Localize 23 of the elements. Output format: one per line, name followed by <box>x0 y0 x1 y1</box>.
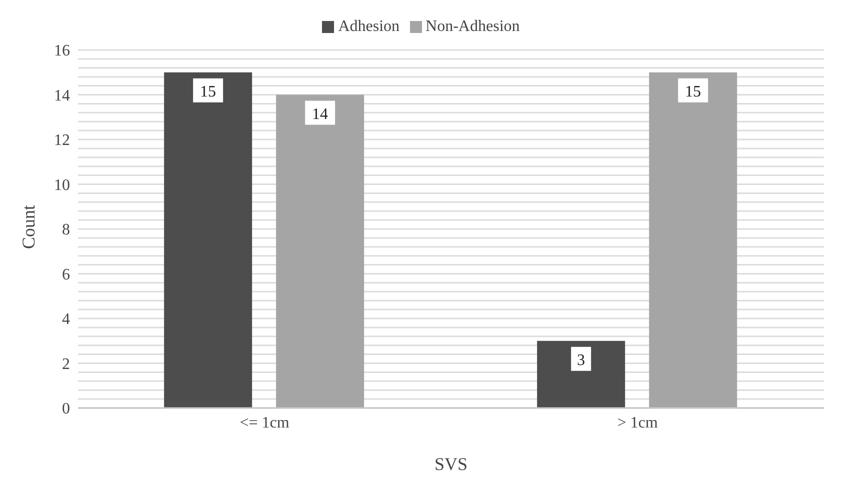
data-label: 3 <box>577 352 586 369</box>
y-tick-label: 2 <box>62 356 70 373</box>
y-tick-label: 6 <box>62 266 70 284</box>
y-axis-title: Count <box>18 204 38 249</box>
y-tick-label: 4 <box>62 311 70 328</box>
data-label: 15 <box>200 83 216 100</box>
data-label: 14 <box>312 106 328 123</box>
legend-label: Adhesion <box>338 18 400 35</box>
y-tick-label: 10 <box>54 176 70 194</box>
bar <box>649 72 738 408</box>
bar <box>164 72 252 408</box>
y-tick-label: 12 <box>54 132 70 150</box>
x-tick-label: > 1cm <box>617 414 658 432</box>
x-axis-title: SVS <box>434 454 468 474</box>
y-tick-label: 8 <box>62 222 70 239</box>
data-label: 15 <box>685 83 702 100</box>
x-tick-label: <= 1cm <box>240 414 290 432</box>
bar <box>537 340 626 408</box>
legend-label: Non-Adhesion <box>426 18 520 35</box>
y-tick-label: 0 <box>62 400 70 418</box>
bar <box>276 94 364 408</box>
y-tick-label: 14 <box>54 87 70 104</box>
y-tick-label: 16 <box>54 42 70 60</box>
